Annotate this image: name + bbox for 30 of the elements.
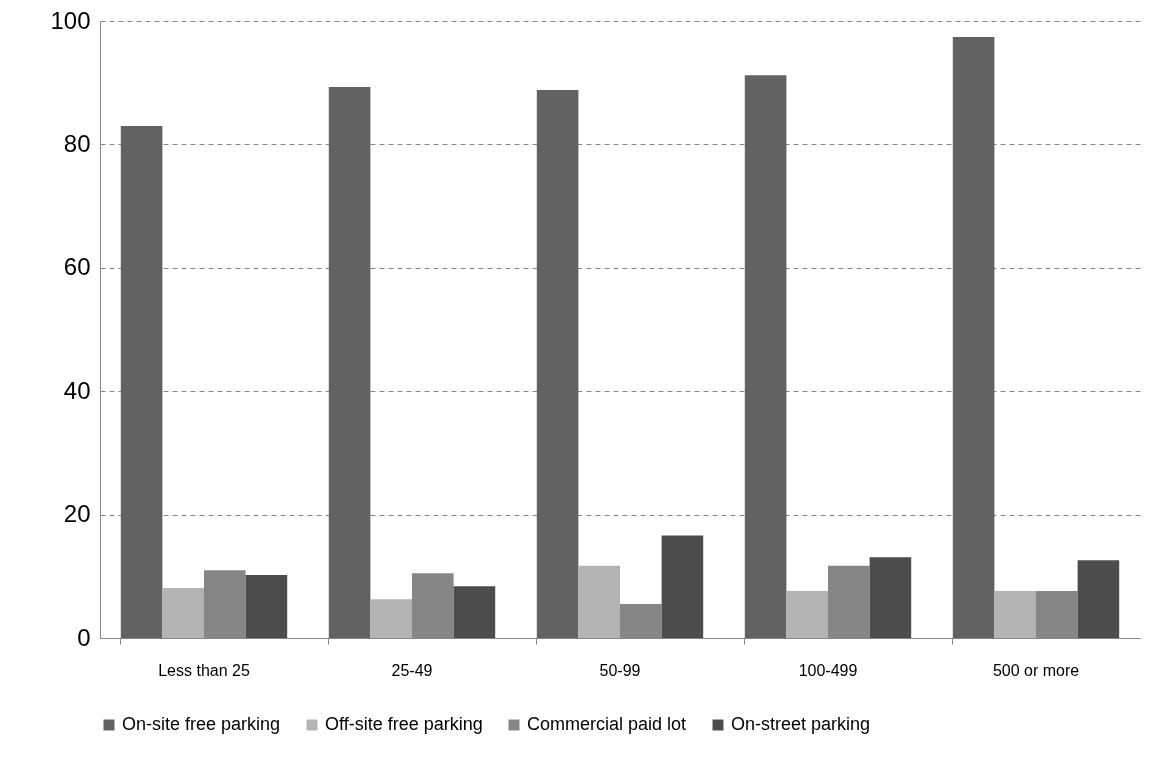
x-tick-label: 50-99 [599,661,641,679]
bar [661,535,704,638]
bar [120,125,163,638]
bar [869,557,912,638]
x-tick-label: 25-49 [391,661,433,679]
bar [1077,560,1120,638]
bar [536,90,579,638]
bar [370,599,412,638]
y-tick-label: 60 [63,253,91,281]
bar [453,586,496,638]
y-tick-label: 0 [77,623,91,651]
bar [786,591,828,638]
bar [952,37,995,638]
y-tick-label: 20 [63,500,91,528]
bar [578,565,620,638]
x-tick-label: 500 or more [992,661,1080,679]
y-tick-label: 40 [63,376,91,404]
x-tick-label: Less than 25 [158,661,250,679]
legend-label: On-site free parking [122,714,281,734]
legend-label: Off-site free parking [325,714,483,734]
bar [744,75,787,638]
x-tick-label: 100-499 [798,661,858,679]
bar [245,575,288,638]
bar [162,588,204,638]
legend-label: On-street parking [731,714,871,734]
legend-label: Commercial paid lot [527,714,687,734]
bar [328,87,371,638]
bar [994,591,1036,638]
y-tick-label: 100 [50,6,91,34]
y-tick-label: 80 [63,129,91,157]
